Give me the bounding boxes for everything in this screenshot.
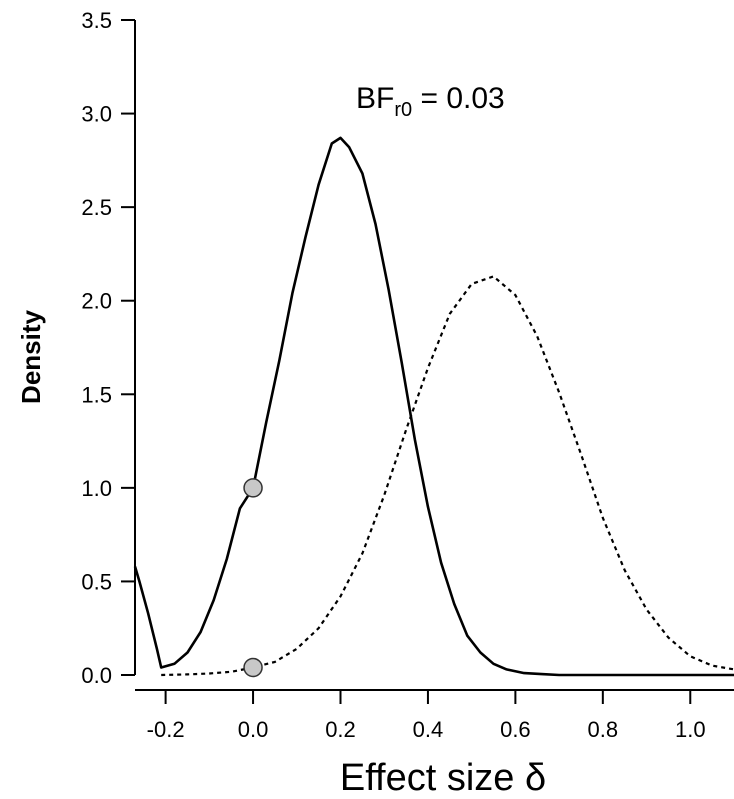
y-axis-title: Density — [16, 310, 46, 404]
y-tick-label: 3.5 — [81, 8, 112, 33]
prior-curve — [161, 275, 734, 677]
x-tick-label: 0.8 — [588, 717, 619, 742]
prior-point — [243, 657, 263, 678]
x-tick-label: 0.0 — [238, 717, 269, 742]
bayes-factor-annotation: BFr0 = 0.03 — [356, 82, 505, 121]
y-tick-label: 1.5 — [81, 382, 112, 407]
x-tick-label: 0.6 — [500, 717, 531, 742]
bf-subscript: r0 — [394, 99, 412, 121]
bf-suffix: = 0.03 — [412, 82, 505, 115]
y-tick-label: 1.0 — [81, 476, 112, 501]
x-tick-label: 0.2 — [325, 717, 356, 742]
y-tick-label: 2.0 — [81, 289, 112, 314]
posterior-point — [243, 478, 263, 498]
bf-prefix: BF — [356, 82, 394, 115]
x-tick-label: 1.0 — [675, 717, 706, 742]
y-tick-label: 0.0 — [81, 663, 112, 688]
series-group — [133, 136, 734, 677]
x-axis-title: Effect size δ — [340, 757, 546, 799]
y-tick-label: 3.0 — [81, 102, 112, 127]
x-tick-label: -0.2 — [147, 717, 185, 742]
y-tick-label: 2.5 — [81, 195, 112, 220]
y-tick-label: 0.5 — [81, 569, 112, 594]
x-axis-ticks: -0.2 0.0 0.2 0.4 0.6 0.8 1.0 — [147, 690, 706, 742]
y-axis-ticks: 0.0 0.5 1.0 1.5 2.0 2.5 3.0 3.5 — [81, 8, 135, 688]
posterior-curve — [133, 136, 734, 677]
points-group — [243, 478, 263, 678]
x-tick-label: 0.4 — [413, 717, 444, 742]
